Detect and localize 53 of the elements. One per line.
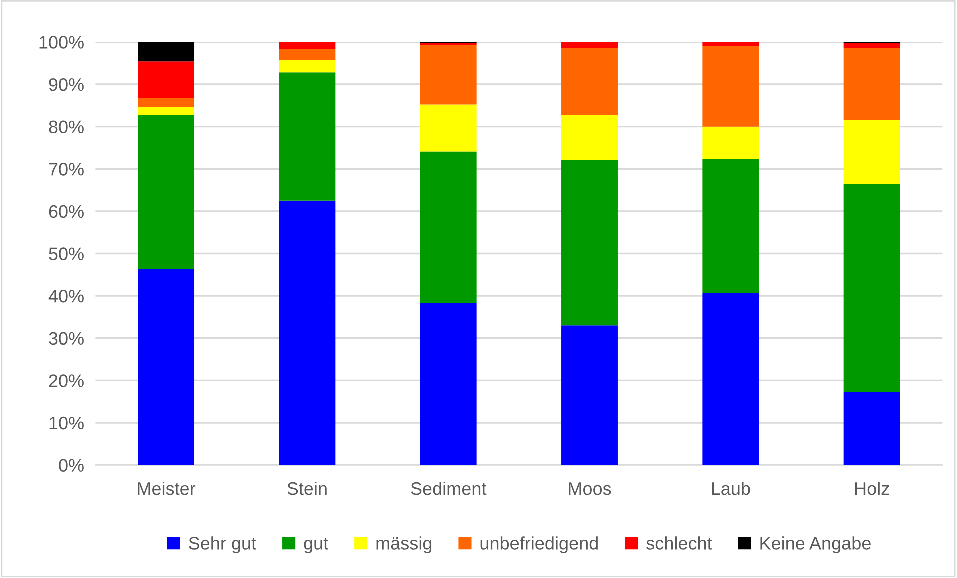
legend-label: Sehr gut xyxy=(189,536,256,554)
bar xyxy=(702,294,760,466)
y-tick-label: 70% xyxy=(49,163,84,176)
bar xyxy=(702,158,760,294)
y-tick-label: 20% xyxy=(49,374,84,388)
legend-label: gut xyxy=(304,538,328,554)
bar xyxy=(138,98,195,108)
x-tick-label: Meister xyxy=(138,482,196,496)
bar xyxy=(844,392,900,466)
bar xyxy=(562,42,618,48)
bar xyxy=(138,62,195,98)
bar xyxy=(138,42,195,62)
bar xyxy=(279,200,336,466)
bar xyxy=(844,43,900,48)
y-tick-label: 60% xyxy=(49,205,84,218)
x-tick-label: Holz xyxy=(855,482,890,496)
y-tick-label: 80% xyxy=(49,120,84,134)
bar xyxy=(844,120,900,184)
bar xyxy=(420,303,477,466)
bar xyxy=(702,46,760,127)
x-tick-label: Sediment xyxy=(411,482,487,496)
legend-label: mässig xyxy=(376,536,432,554)
bar xyxy=(702,42,760,46)
bar xyxy=(279,72,336,201)
y-tick-label: 50% xyxy=(49,248,84,260)
legend-label: schlecht xyxy=(646,536,712,550)
bar xyxy=(138,269,195,466)
bar xyxy=(562,160,618,326)
legend-label: unbefriedigend xyxy=(480,536,598,554)
bar xyxy=(279,42,336,50)
y-tick-label: 100% xyxy=(40,36,84,49)
y-tick-label: 90% xyxy=(49,78,84,92)
bar xyxy=(279,60,336,73)
y-tick-label: 40% xyxy=(48,290,84,303)
bar xyxy=(420,152,477,304)
bar xyxy=(844,184,900,393)
y-tick-label: 30% xyxy=(49,332,84,346)
x-tick-label: Moos xyxy=(569,482,612,496)
bar xyxy=(562,115,618,160)
bar xyxy=(420,45,477,105)
y-tick-label: 0% xyxy=(59,459,84,472)
bar xyxy=(138,107,195,116)
bar xyxy=(562,326,618,466)
legend-label: Keine Angabe xyxy=(760,536,871,554)
bar xyxy=(562,48,618,116)
bar xyxy=(702,126,760,159)
bar xyxy=(844,48,900,120)
y-tick-label: 10% xyxy=(50,416,84,430)
x-tick-label: Laub xyxy=(712,482,750,496)
x-tick-label: Stein xyxy=(288,482,327,496)
bar xyxy=(420,104,477,152)
bar xyxy=(279,49,336,60)
bar xyxy=(138,115,195,270)
